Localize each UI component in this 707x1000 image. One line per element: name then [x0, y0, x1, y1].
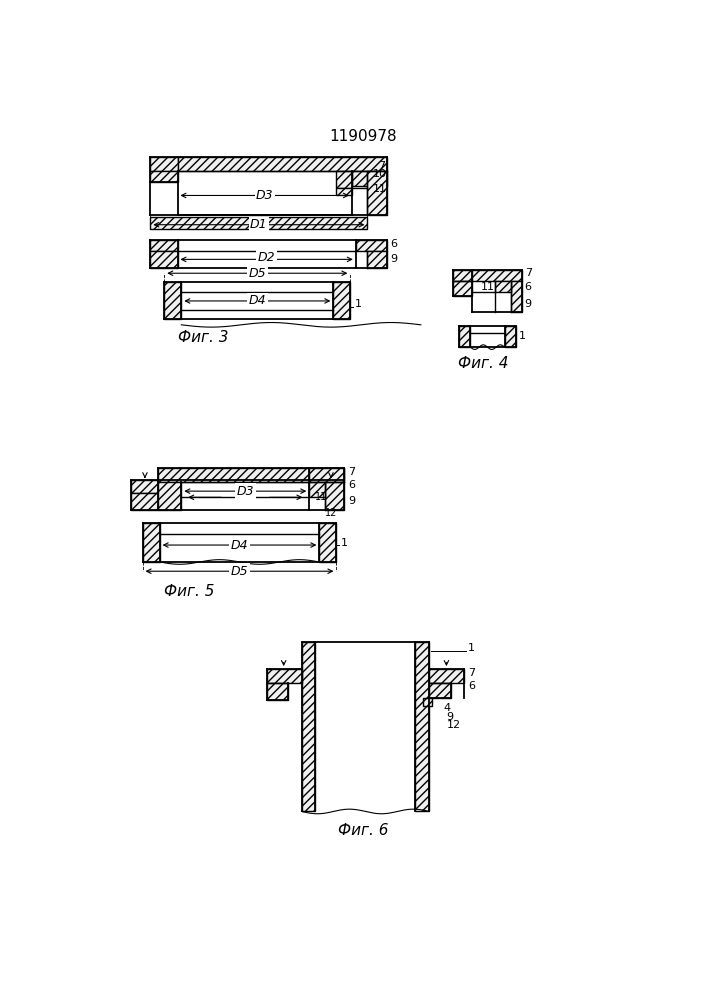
Bar: [131, 480, 158, 493]
Bar: [182, 282, 333, 319]
Text: 6: 6: [468, 681, 475, 691]
Bar: [429, 669, 464, 683]
Bar: [470, 326, 505, 347]
Text: D5: D5: [230, 565, 248, 578]
Text: 7: 7: [468, 668, 475, 678]
Text: D1: D1: [250, 218, 268, 231]
Bar: [423, 698, 433, 706]
Bar: [177, 171, 368, 215]
Text: 7: 7: [348, 467, 355, 477]
Bar: [158, 482, 182, 510]
Bar: [429, 683, 451, 698]
Bar: [368, 171, 387, 215]
Bar: [177, 240, 356, 268]
Bar: [301, 642, 315, 811]
Text: 6: 6: [391, 239, 397, 249]
Bar: [495, 281, 510, 292]
Bar: [337, 188, 352, 195]
Bar: [333, 282, 351, 319]
Text: 9: 9: [391, 254, 398, 264]
Text: 6: 6: [348, 480, 355, 490]
Text: 9: 9: [446, 712, 454, 722]
Bar: [472, 281, 510, 312]
Text: 1: 1: [468, 643, 475, 653]
Bar: [356, 240, 387, 251]
Bar: [267, 669, 301, 683]
Bar: [352, 171, 387, 186]
Bar: [325, 482, 344, 510]
Bar: [505, 326, 516, 347]
Text: 12: 12: [446, 720, 460, 730]
Bar: [368, 251, 387, 268]
Text: 7: 7: [378, 161, 385, 171]
Bar: [315, 642, 416, 811]
Bar: [151, 157, 177, 171]
Bar: [158, 468, 344, 482]
Text: 1190978: 1190978: [329, 129, 397, 144]
Text: 12: 12: [325, 508, 337, 518]
Bar: [182, 482, 309, 510]
Text: 9: 9: [525, 299, 532, 309]
Text: 11: 11: [481, 282, 496, 292]
Text: 1: 1: [355, 299, 362, 309]
Text: Фиг. 6: Фиг. 6: [338, 823, 389, 838]
Bar: [416, 642, 429, 811]
Bar: [164, 282, 182, 319]
Text: Фиг. 4: Фиг. 4: [458, 356, 509, 371]
Text: D2: D2: [258, 251, 276, 264]
Bar: [452, 270, 472, 281]
Bar: [143, 523, 160, 562]
Bar: [151, 171, 177, 182]
Text: Фиг. 3: Фиг. 3: [178, 330, 228, 345]
Text: 1: 1: [518, 331, 525, 341]
Bar: [309, 468, 344, 482]
Text: D4: D4: [230, 539, 248, 552]
Bar: [452, 281, 472, 296]
Text: 9: 9: [348, 496, 355, 506]
Bar: [151, 240, 177, 251]
Bar: [267, 683, 288, 700]
Text: D5: D5: [249, 267, 266, 280]
Text: D3: D3: [237, 485, 254, 498]
Text: 11: 11: [373, 184, 387, 194]
Bar: [472, 270, 522, 281]
Text: Фиг. 5: Фиг. 5: [164, 584, 214, 599]
Bar: [510, 281, 522, 312]
Bar: [177, 157, 387, 171]
Bar: [320, 523, 337, 562]
Text: 10: 10: [373, 169, 387, 179]
Text: 4: 4: [443, 703, 450, 713]
Bar: [337, 171, 352, 188]
Text: 11: 11: [315, 492, 328, 502]
Bar: [309, 482, 325, 497]
Text: 7: 7: [525, 268, 532, 278]
Text: 1: 1: [341, 538, 348, 548]
Bar: [160, 523, 320, 562]
Bar: [151, 251, 177, 268]
Bar: [459, 326, 470, 347]
Text: D3: D3: [256, 189, 274, 202]
Text: 6: 6: [525, 282, 532, 292]
Bar: [151, 217, 368, 229]
Bar: [131, 493, 158, 510]
Text: D4: D4: [249, 294, 266, 307]
